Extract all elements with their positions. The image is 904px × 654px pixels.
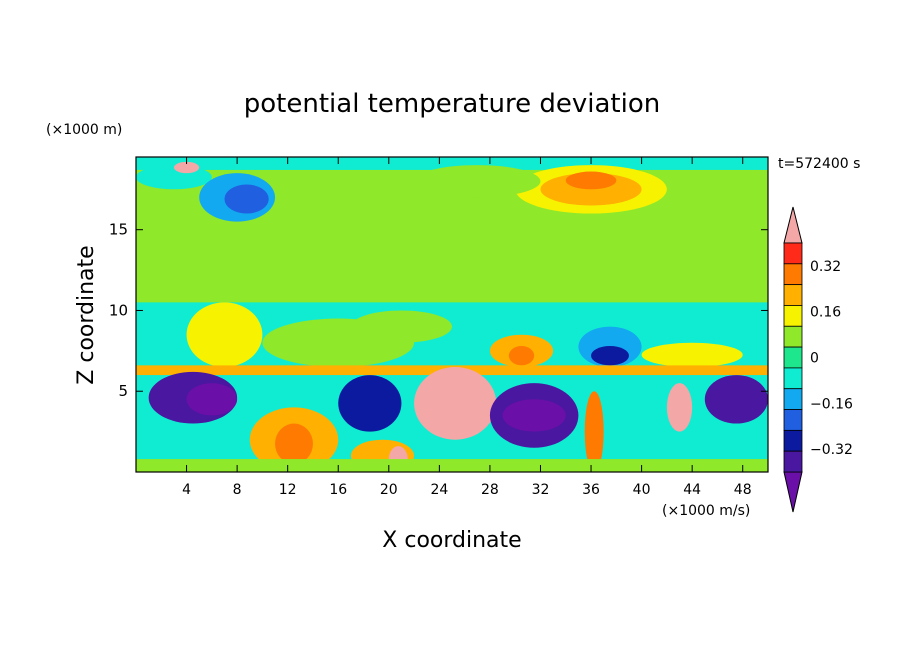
time-label: t=572400 s <box>778 156 860 172</box>
x-tick-label: 8 <box>233 482 242 498</box>
field-region-18 <box>591 346 629 366</box>
field-region-24 <box>275 423 313 464</box>
field-region-22 <box>186 383 238 416</box>
x-tick-label: 44 <box>683 482 701 498</box>
colorbar-segment <box>783 325 803 348</box>
x-tick-label: 12 <box>279 482 297 498</box>
x-tick-label: 48 <box>734 482 752 498</box>
colorbar-tick-label: 0.16 <box>810 305 841 321</box>
field-region-10 <box>565 171 617 190</box>
colorbar-tick-label: −0.16 <box>810 396 853 412</box>
y-tick-label: 5 <box>118 382 128 400</box>
field-region-14 <box>262 318 415 367</box>
field-region-4 <box>136 165 212 190</box>
x-tick-label: 36 <box>582 482 600 498</box>
x-tick-label: 16 <box>329 482 347 498</box>
colorbar: 0.32 0.16 0 −0.16 −0.32 <box>783 206 853 513</box>
colorbar-segment <box>783 450 803 473</box>
colorbar-segment <box>783 242 803 265</box>
field-region-31 <box>584 391 604 472</box>
colorbar-segment <box>783 388 803 410</box>
chart-title: potential temperature deviation <box>244 89 660 119</box>
field-region-33 <box>704 375 768 424</box>
colorbar-segment <box>783 367 803 390</box>
colorbar-tick-label: 0 <box>810 351 819 367</box>
y-axis-ticks: 5 10 15 <box>109 221 768 400</box>
colorbar-segment <box>783 346 803 369</box>
x-tick-label: 28 <box>481 482 499 498</box>
plot-field-regions <box>136 157 768 472</box>
x-axis-label: X coordinate <box>382 528 521 553</box>
x-tick-label: 40 <box>633 482 651 498</box>
y-tick-label: 15 <box>109 221 128 239</box>
field-region-30 <box>502 399 566 432</box>
field-region-6 <box>224 184 269 214</box>
field-region-7 <box>173 161 200 174</box>
colorbar-tick-label: −0.32 <box>810 442 853 458</box>
colorbar-tick-label: 0.32 <box>810 259 841 275</box>
field-region-25 <box>338 375 402 432</box>
colorbar-segment <box>783 284 803 306</box>
x-tick-label: 20 <box>380 482 398 498</box>
field-region-28 <box>414 367 497 440</box>
x-axis-ticks: 4 8 12 16 20 24 28 32 36 40 44 48 <box>182 157 752 498</box>
colorbar-bottom-arrow <box>783 471 803 513</box>
plot-frame <box>135 156 769 473</box>
colorbar-segment <box>783 305 803 327</box>
x-unit-label: (×1000 m/s) <box>662 503 750 519</box>
y-unit-label: (×1000 m) <box>46 122 122 138</box>
y-axis-label: Z coordinate <box>74 245 99 384</box>
x-tick-label: 32 <box>532 482 550 498</box>
field-region-16 <box>508 346 535 366</box>
x-tick-label: 24 <box>430 482 448 498</box>
field-region-34 <box>136 459 768 472</box>
colorbar-segment <box>783 429 803 452</box>
y-tick-label: 10 <box>109 301 128 319</box>
field-region-32 <box>666 383 693 432</box>
field-region-13 <box>186 302 263 368</box>
field-region-11 <box>414 165 541 198</box>
colorbar-top-arrow <box>783 206 803 244</box>
x-tick-label: 4 <box>182 482 191 498</box>
colorbar-segment <box>783 409 803 431</box>
colorbar-segment <box>783 263 803 286</box>
field-region-19 <box>641 342 743 367</box>
